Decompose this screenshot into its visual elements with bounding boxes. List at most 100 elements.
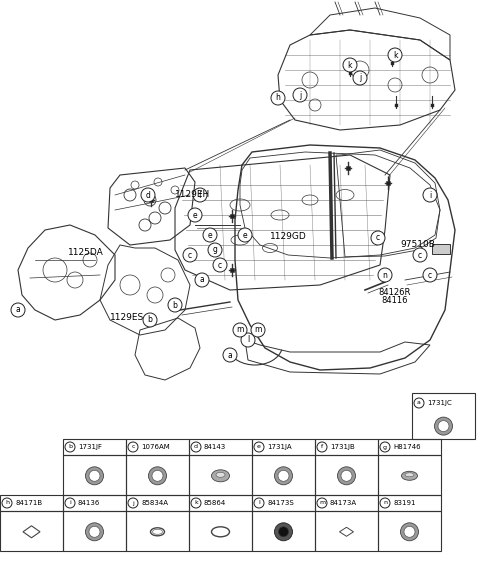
FancyBboxPatch shape xyxy=(230,214,234,218)
Circle shape xyxy=(223,348,237,362)
Circle shape xyxy=(152,470,163,482)
Circle shape xyxy=(183,248,197,262)
Circle shape xyxy=(141,188,155,202)
FancyBboxPatch shape xyxy=(346,166,350,170)
Text: f: f xyxy=(199,191,202,199)
FancyBboxPatch shape xyxy=(149,198,153,202)
Circle shape xyxy=(414,398,424,408)
Circle shape xyxy=(65,498,75,508)
Text: m: m xyxy=(254,325,262,335)
Circle shape xyxy=(89,526,100,537)
Circle shape xyxy=(191,498,201,508)
Text: 85834A: 85834A xyxy=(141,500,168,506)
Circle shape xyxy=(254,442,264,452)
Circle shape xyxy=(271,91,285,105)
Text: m: m xyxy=(319,501,325,506)
Circle shape xyxy=(317,442,327,452)
Circle shape xyxy=(188,208,202,222)
Circle shape xyxy=(241,333,255,347)
Circle shape xyxy=(213,258,227,272)
Circle shape xyxy=(278,527,288,537)
Text: c: c xyxy=(188,251,192,260)
Circle shape xyxy=(438,420,449,431)
Ellipse shape xyxy=(405,473,414,477)
Circle shape xyxy=(343,58,357,72)
Circle shape xyxy=(168,298,182,312)
Text: k: k xyxy=(348,60,352,70)
Text: e: e xyxy=(243,230,247,240)
FancyBboxPatch shape xyxy=(348,72,351,75)
Text: j: j xyxy=(299,90,301,100)
Circle shape xyxy=(380,498,390,508)
Text: l: l xyxy=(247,335,249,344)
Text: l: l xyxy=(258,501,260,506)
Text: g: g xyxy=(383,445,387,449)
Circle shape xyxy=(85,467,104,485)
Text: c: c xyxy=(376,233,380,242)
Text: i: i xyxy=(429,191,431,199)
Circle shape xyxy=(434,417,453,435)
Text: n: n xyxy=(383,271,387,279)
Text: m: m xyxy=(236,325,244,335)
Text: c: c xyxy=(218,260,222,270)
Circle shape xyxy=(275,467,292,485)
FancyBboxPatch shape xyxy=(386,181,390,185)
Circle shape xyxy=(423,268,437,282)
Text: i: i xyxy=(69,501,71,506)
Circle shape xyxy=(208,243,222,257)
Text: k: k xyxy=(393,51,397,59)
Text: a: a xyxy=(16,305,20,314)
Text: 84171B: 84171B xyxy=(15,500,42,506)
Circle shape xyxy=(404,526,415,537)
Text: 85864: 85864 xyxy=(204,500,226,506)
Circle shape xyxy=(251,323,265,337)
Circle shape xyxy=(193,188,207,202)
Circle shape xyxy=(238,228,252,242)
Text: 83191: 83191 xyxy=(393,500,416,506)
Text: d: d xyxy=(145,191,150,199)
Circle shape xyxy=(293,88,307,102)
FancyBboxPatch shape xyxy=(391,62,394,65)
Text: 1076AM: 1076AM xyxy=(141,444,170,450)
Text: 1125DA: 1125DA xyxy=(68,248,104,257)
Text: d: d xyxy=(194,445,198,449)
Ellipse shape xyxy=(401,471,418,480)
Text: 1731JB: 1731JB xyxy=(330,444,355,450)
Text: a: a xyxy=(417,400,421,406)
Ellipse shape xyxy=(216,472,225,478)
Circle shape xyxy=(233,323,247,337)
Text: e: e xyxy=(192,210,197,219)
Circle shape xyxy=(148,467,167,485)
Text: c: c xyxy=(418,251,422,260)
Text: n: n xyxy=(383,501,387,506)
Circle shape xyxy=(11,303,25,317)
Circle shape xyxy=(254,498,264,508)
Text: h: h xyxy=(276,93,280,103)
Text: j: j xyxy=(359,74,361,82)
Text: 84116: 84116 xyxy=(381,296,408,305)
Circle shape xyxy=(317,498,327,508)
Circle shape xyxy=(278,470,289,482)
Circle shape xyxy=(275,523,292,541)
Circle shape xyxy=(128,442,138,452)
Circle shape xyxy=(400,523,419,541)
Circle shape xyxy=(2,498,12,508)
Text: c: c xyxy=(131,445,135,449)
Circle shape xyxy=(143,313,157,327)
FancyBboxPatch shape xyxy=(395,104,397,107)
Circle shape xyxy=(371,231,385,245)
Text: g: g xyxy=(213,245,217,255)
Text: f: f xyxy=(321,445,323,449)
FancyBboxPatch shape xyxy=(431,104,433,107)
Circle shape xyxy=(89,470,100,482)
Text: 84126R: 84126R xyxy=(378,288,410,297)
Text: e: e xyxy=(208,230,212,240)
Text: 1731JC: 1731JC xyxy=(427,400,452,406)
Circle shape xyxy=(85,523,104,541)
Text: 97510B: 97510B xyxy=(400,240,435,249)
Circle shape xyxy=(413,248,427,262)
Ellipse shape xyxy=(212,470,229,482)
Text: 1129GD: 1129GD xyxy=(270,232,307,241)
Text: b: b xyxy=(147,316,153,324)
Text: k: k xyxy=(194,501,198,506)
